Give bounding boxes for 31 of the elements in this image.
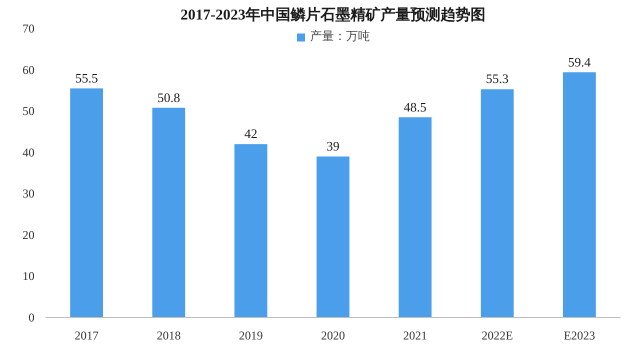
bar bbox=[398, 117, 432, 318]
x-tick-label: 2022E bbox=[482, 328, 513, 342]
bar bbox=[316, 156, 350, 318]
data-label: 59.4 bbox=[568, 54, 592, 70]
data-label: 42 bbox=[244, 126, 258, 142]
x-tick-label: 2020 bbox=[321, 328, 345, 342]
bar bbox=[234, 144, 268, 318]
data-label: 39 bbox=[326, 138, 340, 154]
y-tick-label: 50 bbox=[22, 104, 34, 118]
y-tick-label: 10 bbox=[22, 269, 34, 284]
data-label: 55.5 bbox=[75, 70, 98, 86]
bar bbox=[480, 89, 514, 318]
chart-title: 2017-2023年中国鳞片石墨精矿产量预测趋势图 bbox=[180, 6, 486, 24]
y-tick-label: 60 bbox=[22, 62, 34, 77]
bar bbox=[563, 72, 596, 318]
x-tick-label: E2023 bbox=[564, 328, 596, 342]
data-label: 50.8 bbox=[157, 90, 180, 105]
x-tick-label: 2018 bbox=[156, 328, 181, 342]
x-tick-label: 2019 bbox=[238, 328, 263, 342]
y-tick-label: 30 bbox=[22, 186, 34, 201]
y-tick-label: 40 bbox=[22, 145, 34, 160]
data-label: 55.3 bbox=[486, 71, 509, 86]
y-tick-label: 70 bbox=[22, 22, 34, 36]
y-tick-label: 20 bbox=[22, 228, 34, 242]
data-label: 48.5 bbox=[404, 99, 427, 114]
x-tick-label: 2017 bbox=[74, 328, 99, 342]
x-tick-label: 2021 bbox=[403, 328, 428, 342]
legend-label: 产量：万吨 bbox=[310, 28, 370, 45]
bar bbox=[70, 88, 103, 318]
y-tick-label: 0 bbox=[28, 310, 34, 324]
bar bbox=[152, 108, 186, 318]
